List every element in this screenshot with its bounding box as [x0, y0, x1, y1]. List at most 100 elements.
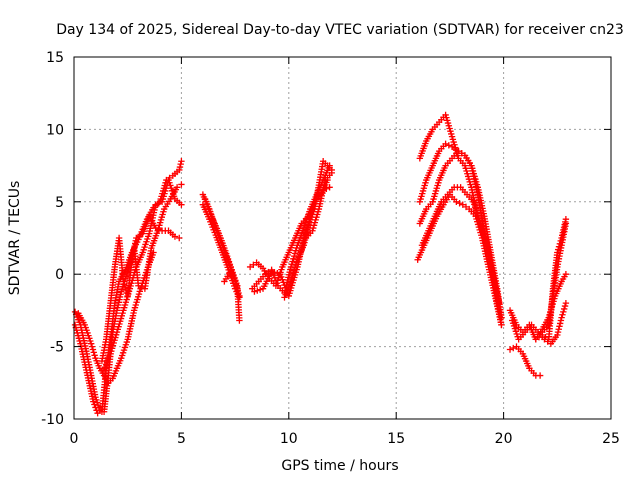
data-point	[498, 321, 505, 329]
data-point	[562, 271, 570, 278]
series-track-e	[96, 249, 157, 386]
y-axis-label: SDTVAR / TECUs	[7, 181, 23, 296]
data-point	[89, 346, 97, 353]
data-point	[92, 404, 99, 411]
x-tick-label: 25	[602, 431, 620, 447]
x-axis-label: GPS time / hours	[281, 458, 398, 474]
data-point	[176, 163, 184, 171]
x-tick-label: 10	[280, 431, 298, 447]
data-point	[271, 269, 278, 276]
data-point	[455, 147, 462, 155]
series-track-x	[532, 215, 570, 343]
data-point	[562, 299, 570, 307]
data-point	[176, 234, 183, 242]
data-point	[136, 232, 143, 240]
data-point	[560, 308, 567, 316]
data-point	[250, 261, 257, 268]
data-point	[558, 314, 565, 321]
data-point	[152, 224, 159, 232]
data-point	[88, 343, 96, 350]
series-track-s	[418, 184, 503, 307]
data-point	[121, 284, 129, 291]
data-point	[452, 145, 459, 153]
data-point	[555, 326, 562, 333]
series-track-d	[98, 213, 183, 365]
data-point	[560, 305, 568, 313]
data-point	[453, 198, 460, 205]
data-point	[539, 331, 546, 339]
data-point	[459, 201, 466, 208]
data-point	[554, 246, 562, 253]
data-point	[256, 286, 264, 293]
data-point	[462, 203, 470, 211]
data-point	[87, 340, 95, 347]
data-point	[254, 287, 261, 294]
data-point	[556, 323, 563, 330]
data-point	[91, 401, 98, 408]
data-point	[326, 184, 333, 191]
data-point	[510, 344, 517, 352]
data-point	[448, 143, 456, 150]
data-point	[150, 249, 157, 256]
data-point	[506, 346, 514, 353]
data-point	[177, 160, 184, 168]
data-points	[71, 111, 570, 417]
data-point	[171, 233, 179, 240]
data-point	[442, 140, 449, 148]
data-point	[91, 352, 98, 359]
y-tick-label: -10	[41, 412, 64, 428]
data-point	[173, 184, 181, 191]
data-point	[562, 215, 570, 223]
data-point	[178, 181, 185, 188]
data-point	[559, 311, 566, 318]
y-tick-label: 5	[55, 195, 64, 211]
data-point	[554, 331, 561, 339]
data-point	[557, 317, 565, 324]
series-track-i	[221, 268, 243, 324]
x-tick-label: 5	[177, 431, 186, 447]
data-point	[328, 169, 335, 177]
y-tick-label: -5	[50, 340, 64, 356]
data-point	[458, 150, 465, 157]
data-point	[445, 142, 453, 149]
data-point	[176, 166, 183, 174]
data-point	[120, 278, 127, 285]
data-point	[246, 263, 254, 271]
data-point	[456, 200, 463, 207]
data-point	[236, 317, 243, 324]
data-point	[561, 302, 569, 310]
data-point	[535, 333, 543, 341]
data-point	[155, 226, 163, 233]
data-point	[121, 281, 128, 288]
data-point	[274, 270, 281, 277]
data-point	[178, 158, 185, 165]
data-point	[554, 249, 561, 256]
data-point	[133, 234, 140, 242]
data-point	[555, 243, 563, 250]
data-point	[152, 201, 159, 208]
axis-ticks: 0 5 10 15 20 25 -10 -5 0 5 10 15	[41, 50, 620, 447]
data-point	[268, 268, 275, 275]
x-tick-label: 20	[495, 431, 513, 447]
series-track-m	[281, 184, 333, 301]
data-point	[93, 407, 100, 414]
data-point	[178, 201, 185, 208]
series-track-n	[302, 169, 335, 242]
data-point	[90, 349, 97, 356]
data-point	[536, 372, 544, 379]
grid	[74, 57, 611, 419]
data-point	[251, 288, 258, 295]
y-tick-label: 10	[46, 122, 64, 138]
x-tick-label: 15	[387, 431, 405, 447]
data-point	[94, 410, 101, 417]
y-tick-label: 0	[55, 267, 64, 283]
data-point	[556, 240, 564, 247]
data-point	[155, 200, 163, 207]
x-tick-label: 0	[70, 431, 79, 447]
y-tick-label: 15	[46, 50, 64, 66]
series-track-v	[506, 343, 544, 379]
data-point	[323, 185, 330, 192]
data-point	[556, 320, 564, 327]
